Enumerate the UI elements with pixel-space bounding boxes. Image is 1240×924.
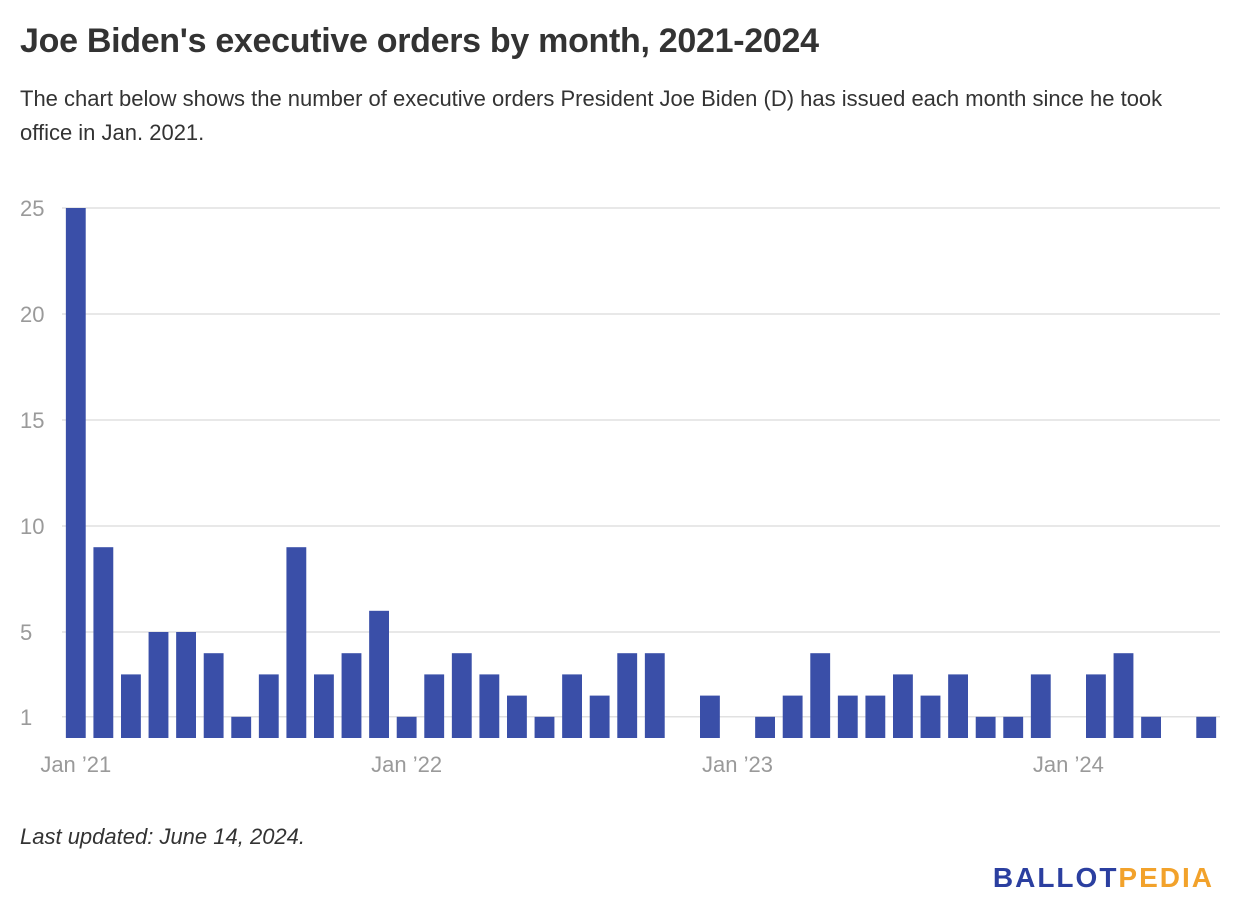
bar-apr-2023 bbox=[810, 653, 831, 738]
x-axis-ticks: Jan ’21 Jan ’22 Jan ’23 Jan ’24 bbox=[40, 752, 1104, 777]
bar-jul-2023 bbox=[893, 674, 913, 738]
bar-sep-2021 bbox=[286, 547, 307, 738]
bar-apr-2021 bbox=[148, 632, 169, 738]
x-tick-label: Jan ’21 bbox=[40, 752, 111, 777]
bar-jun-2023 bbox=[865, 695, 886, 738]
bar-jun-2024 bbox=[1196, 716, 1217, 738]
bar-may-2023 bbox=[837, 695, 858, 738]
y-tick-label: 15 bbox=[20, 408, 44, 433]
bar-oct-2023 bbox=[975, 716, 996, 738]
bar-may-2021 bbox=[176, 632, 196, 738]
y-tick-label: 1 bbox=[20, 705, 32, 730]
x-tick-label: Jan ’22 bbox=[371, 752, 442, 777]
x-tick-label: Jan ’23 bbox=[702, 752, 773, 777]
bar-mar-2023 bbox=[782, 695, 803, 738]
bar-jan-2021 bbox=[65, 208, 86, 738]
bar-dec-2021 bbox=[369, 610, 389, 738]
bar-nov-2023 bbox=[1003, 716, 1024, 738]
bar-feb-2024 bbox=[1086, 674, 1106, 738]
bar-dec-2023 bbox=[1030, 674, 1051, 738]
bar-feb-2022 bbox=[424, 674, 445, 738]
y-tick-label: 25 bbox=[20, 196, 44, 221]
bar-jun-2021 bbox=[203, 653, 224, 738]
bar-dec-2022 bbox=[700, 695, 720, 738]
bar-jul-2021 bbox=[231, 716, 252, 738]
bar-sep-2023 bbox=[948, 674, 968, 738]
bar-aug-2022 bbox=[589, 695, 610, 738]
bar-mar-2024 bbox=[1113, 653, 1134, 738]
y-tick-label: 10 bbox=[20, 514, 44, 539]
last-updated-note: Last updated: June 14, 2024. bbox=[20, 824, 306, 849]
chart-subtitle: The chart below shows the number of exec… bbox=[20, 86, 1163, 145]
bars bbox=[65, 208, 1217, 738]
bar-aug-2021 bbox=[258, 674, 279, 738]
bar-sep-2022 bbox=[617, 653, 638, 738]
bar-oct-2021 bbox=[314, 674, 334, 738]
bar-may-2022 bbox=[507, 695, 527, 738]
bar-apr-2022 bbox=[479, 674, 500, 738]
bar-aug-2023 bbox=[920, 695, 941, 738]
bar-feb-2023 bbox=[755, 716, 775, 738]
grid-lines bbox=[62, 207, 1220, 718]
logo-part-pedia: PEDIA bbox=[1118, 862, 1214, 893]
bar-oct-2022 bbox=[644, 653, 665, 738]
ballotpedia-logo: BALLOTPEDIA bbox=[993, 862, 1214, 894]
bar-jul-2022 bbox=[562, 674, 582, 738]
bar-jan-2022 bbox=[396, 716, 417, 738]
bar-apr-2024 bbox=[1141, 716, 1161, 738]
bar-mar-2021 bbox=[121, 674, 141, 738]
y-tick-label: 20 bbox=[20, 302, 44, 327]
chart-title: Joe Biden's executive orders by month, 2… bbox=[20, 22, 819, 60]
logo-part-ballot: BALLOT bbox=[992, 862, 1119, 893]
x-tick-label: Jan ’24 bbox=[1033, 752, 1104, 777]
bar-feb-2021 bbox=[93, 547, 114, 738]
bar-nov-2021 bbox=[341, 653, 362, 738]
bar-jun-2022 bbox=[534, 716, 555, 738]
bar-mar-2022 bbox=[451, 653, 472, 738]
y-tick-label: 5 bbox=[20, 620, 32, 645]
